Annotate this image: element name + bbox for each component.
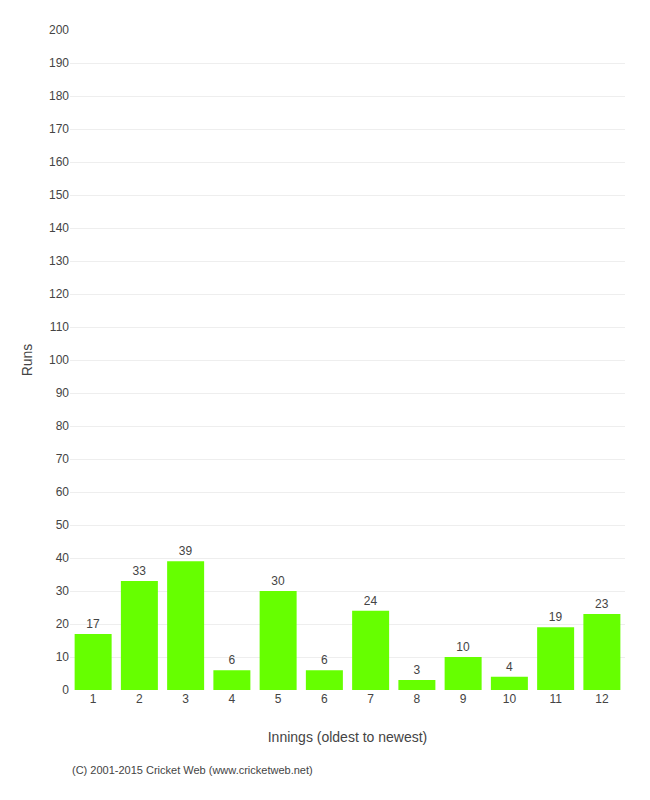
svg-text:140: 140 bbox=[49, 221, 69, 235]
svg-text:2: 2 bbox=[136, 692, 143, 706]
svg-text:6: 6 bbox=[228, 653, 235, 667]
svg-text:20: 20 bbox=[56, 617, 70, 631]
svg-text:30: 30 bbox=[56, 584, 70, 598]
svg-text:9: 9 bbox=[460, 692, 467, 706]
svg-text:Innings (oldest to newest): Innings (oldest to newest) bbox=[268, 729, 428, 745]
svg-text:180: 180 bbox=[49, 89, 69, 103]
svg-text:3: 3 bbox=[413, 663, 420, 677]
svg-text:90: 90 bbox=[56, 386, 70, 400]
svg-text:(C) 2001-2015 Cricket Web (www: (C) 2001-2015 Cricket Web (www.cricketwe… bbox=[72, 764, 313, 776]
svg-text:8: 8 bbox=[414, 692, 421, 706]
svg-text:40: 40 bbox=[56, 551, 70, 565]
svg-text:120: 120 bbox=[49, 287, 69, 301]
svg-text:60: 60 bbox=[56, 485, 70, 499]
svg-text:4: 4 bbox=[229, 692, 236, 706]
svg-text:30: 30 bbox=[271, 574, 285, 588]
svg-text:190: 190 bbox=[49, 56, 69, 70]
svg-text:130: 130 bbox=[49, 254, 69, 268]
svg-text:0: 0 bbox=[62, 683, 69, 697]
svg-text:150: 150 bbox=[49, 188, 69, 202]
svg-text:50: 50 bbox=[56, 518, 70, 532]
svg-text:80: 80 bbox=[56, 419, 70, 433]
svg-text:110: 110 bbox=[50, 320, 69, 334]
svg-text:10: 10 bbox=[503, 692, 517, 706]
svg-text:100: 100 bbox=[49, 353, 69, 367]
svg-text:7: 7 bbox=[367, 692, 374, 706]
svg-text:1: 1 bbox=[90, 692, 97, 706]
svg-text:39: 39 bbox=[179, 544, 193, 558]
svg-text:200: 200 bbox=[49, 23, 69, 37]
svg-text:3: 3 bbox=[182, 692, 189, 706]
svg-text:33: 33 bbox=[133, 564, 147, 578]
svg-text:17: 17 bbox=[86, 617, 100, 631]
svg-text:11: 11 bbox=[549, 692, 562, 706]
svg-text:4: 4 bbox=[506, 660, 513, 674]
svg-text:160: 160 bbox=[49, 155, 69, 169]
svg-text:24: 24 bbox=[364, 594, 378, 608]
svg-text:Runs: Runs bbox=[19, 344, 35, 377]
svg-text:6: 6 bbox=[321, 653, 328, 667]
svg-text:170: 170 bbox=[49, 122, 69, 136]
svg-text:10: 10 bbox=[56, 650, 70, 664]
svg-text:10: 10 bbox=[456, 640, 470, 654]
svg-text:5: 5 bbox=[275, 692, 282, 706]
svg-text:70: 70 bbox=[56, 452, 70, 466]
svg-text:23: 23 bbox=[595, 597, 609, 611]
svg-text:12: 12 bbox=[595, 692, 609, 706]
svg-text:19: 19 bbox=[549, 610, 563, 624]
svg-text:6: 6 bbox=[321, 692, 328, 706]
